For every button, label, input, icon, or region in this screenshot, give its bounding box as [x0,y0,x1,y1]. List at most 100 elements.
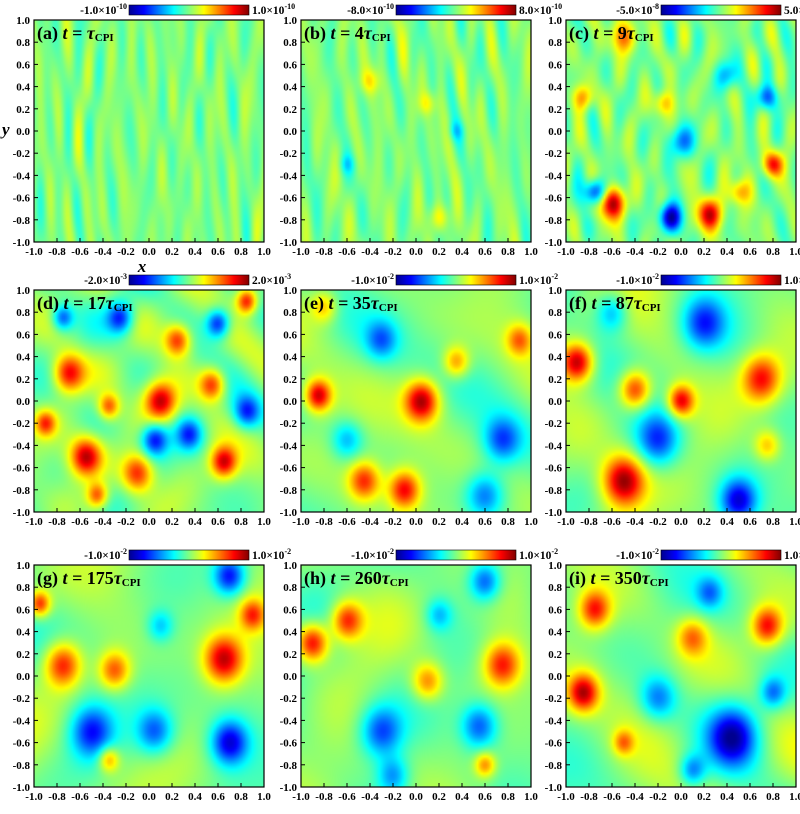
colorbar-min-label: -5.0×10-8 [616,2,659,17]
y-tick-label: -1.0 [545,237,563,249]
colorbar: -5.0×10-8 5.0×10-8 [616,2,800,17]
x-tick-label: -1.0 [557,516,575,528]
colorbar-gradient [128,274,250,286]
y-tick-label: 0.8 [16,37,30,49]
x-tick-label: -0.6 [603,516,621,528]
x-tick-label: 0.6 [478,791,492,803]
heatmap-field [301,565,531,787]
x-tick-label: 0.6 [743,246,757,258]
y-tick-label: 0.8 [283,582,297,594]
x-tick-label: 0.0 [142,516,156,528]
y-tick-label: -0.4 [280,715,298,727]
panel-title: (h) t = 260τCPI [304,568,409,589]
x-tick-label: -0.4 [361,791,379,803]
y-tick-label: -0.6 [280,193,298,205]
colorbar: -1.0×10-2 1.0×10-2 [351,272,558,287]
y-tick-label: 0.4 [283,82,297,94]
y-tick-label: 0.6 [16,329,30,341]
colorbar-gradient [128,4,250,16]
x-tick-label: 0.4 [455,246,469,258]
y-tick-label: 0.2 [548,104,562,116]
x-tick-label: 0.4 [720,246,734,258]
colorbar-gradient [395,549,517,561]
x-tick-label: -0.4 [94,791,112,803]
x-tick-label: 0.0 [409,516,423,528]
y-tick-label: 0.0 [16,396,30,408]
heatmap-field [566,565,796,787]
x-tick-label: 0.0 [142,246,156,258]
y-tick-label: 1.0 [548,560,562,572]
x-tick-label: 0.8 [501,246,515,258]
x-tick-label: 1.0 [789,791,800,803]
y-tick-label: -0.8 [13,760,31,772]
x-tick-label: -0.2 [384,246,402,258]
colorbar-max-label: 1.0×10-10 [252,2,295,17]
y-tick-label: 0.8 [548,37,562,49]
colorbar: -2.0×10-3 2.0×10-3 [84,272,291,287]
colorbar-max-label: 1.0×10-2 [784,547,800,562]
x-tick-label: -0.8 [48,516,66,528]
colorbar-gradient [660,274,782,286]
y-tick-label: -0.4 [280,440,298,452]
x-tick-label: 0.4 [188,246,202,258]
y-tick-label: 0.0 [548,671,562,683]
colorbar-gradient [660,549,782,561]
heatmap-field [566,290,796,512]
x-tick-label: -0.2 [649,246,667,258]
x-tick-label: -0.8 [48,246,66,258]
y-tick-label: 0.4 [283,627,297,639]
y-tick-label: 1.0 [283,560,297,572]
x-tick-label: -1.0 [25,246,43,258]
panel-f: -1.0-1.0 -0.8 -0.8 -0.6 -0.6 -0.4 -0.4 -0.2 -0.2… [545,272,800,528]
x-tick-label: 1.0 [789,246,800,258]
x-tick-label: -0.4 [626,516,644,528]
x-tick-label: -0.2 [384,516,402,528]
y-tick-label: -0.8 [280,760,298,772]
x-tick-label: -0.6 [603,791,621,803]
y-tick-label: 0.8 [548,307,562,319]
panel-title: (e) t = 35τCPI [304,293,398,314]
colorbar-min-label: -1.0×10-2 [351,272,394,287]
colorbar-max-label: 1.0×10-2 [784,272,800,287]
colorbar-max-label: 1.0×10-2 [519,272,558,287]
y-tick-label: -0.6 [545,193,563,205]
y-tick-label: -1.0 [13,507,31,519]
y-tick-label: -0.4 [13,440,31,452]
y-tick-label: 0.0 [16,126,30,138]
y-tick-label: -0.8 [545,485,563,497]
heatmap-field [34,20,264,242]
x-tick-label: -0.6 [71,246,89,258]
y-tick-label: 0.0 [283,396,297,408]
x-tick-label: 0.8 [234,516,248,528]
x-tick-label: 0.4 [720,516,734,528]
y-tick-label: -0.4 [13,170,31,182]
colorbar-min-label: -1.0×10-2 [84,547,127,562]
y-tick-label: 1.0 [16,285,30,297]
x-tick-label: -0.8 [580,516,598,528]
y-tick-label: -0.2 [280,148,298,160]
colorbar-min-label: -1.0×10-2 [616,272,659,287]
y-tick-label: 0.8 [16,307,30,319]
x-tick-label: 0.0 [674,516,688,528]
y-tick-label: 0.2 [283,649,297,661]
y-tick-label: 0.0 [548,126,562,138]
y-tick-label: 0.4 [16,627,30,639]
y-tick-label: 0.6 [16,604,30,616]
x-tick-label: -0.8 [48,791,66,803]
y-axis-label: y [0,120,10,139]
x-tick-label: 0.2 [165,791,179,803]
x-tick-label: 0.2 [432,791,446,803]
y-tick-label: -0.6 [13,463,31,475]
y-tick-label: -0.6 [545,738,563,750]
colorbar: -1.0×10-2 1.0×10-2 [351,547,558,562]
y-tick-label: -0.2 [280,693,298,705]
panel-title: (i) t = 350τCPI [569,568,669,589]
panel-i: -1.0-1.0 -0.8 -0.8 -0.6 -0.6 -0.4 -0.4 -0.2 -0.2… [545,547,800,803]
x-tick-label: 0.6 [743,791,757,803]
panel-title: (g) t = 175τCPI [37,568,141,589]
y-tick-label: -0.6 [13,738,31,750]
x-tick-label: -0.2 [384,791,402,803]
panel-title: (a) t = τCPI [37,23,114,44]
heatmap-field [34,290,264,512]
colorbar-max-label: 1.0×10-2 [519,547,558,562]
